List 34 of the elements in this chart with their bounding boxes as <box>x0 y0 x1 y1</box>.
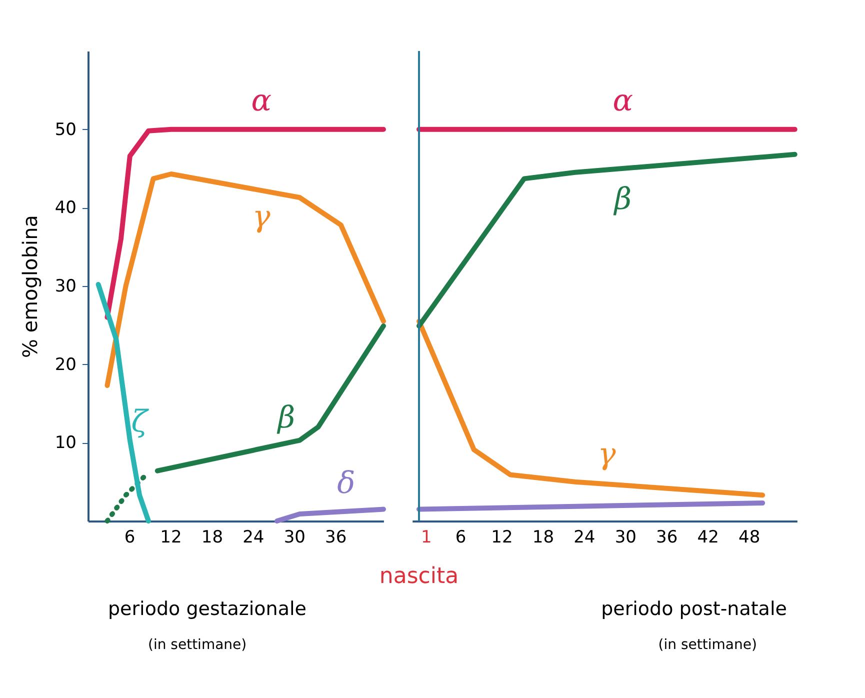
x-tick-label: 24 <box>574 528 596 548</box>
series-label: γ <box>598 436 616 472</box>
series-label: ζ <box>131 404 150 440</box>
series-label: β <box>276 400 296 436</box>
series-label: β <box>613 182 632 217</box>
x-tick-label: 6 <box>124 528 136 548</box>
x-tick-label: 30 <box>284 528 306 548</box>
series-label: α <box>612 83 634 118</box>
x-tick-label: 18 <box>532 528 554 548</box>
x-tick-label: 36 <box>656 528 678 548</box>
x-tick-label: 6 <box>455 528 466 548</box>
text: periodo gestazionale <box>108 598 306 620</box>
y-tick-label: 10 <box>54 433 76 454</box>
x-tick-label: 18 <box>201 528 224 548</box>
x-tick-label: 30 <box>614 528 636 548</box>
y-tick-label: 20 <box>54 354 76 375</box>
series-label: γ <box>252 200 270 235</box>
series-label: δ <box>337 466 356 502</box>
y-tick-label: 50 <box>54 120 76 140</box>
y-tick-label: 30 <box>54 276 76 296</box>
series-label: α <box>251 83 272 118</box>
x-tick-label: 48 <box>738 528 760 548</box>
x-tick-label: 12 <box>491 528 513 548</box>
ref-line-label: nascita <box>379 564 459 589</box>
y-tick-label: 40 <box>54 198 76 218</box>
text: (in settimane) <box>658 637 757 653</box>
x-tick-label: 12 <box>160 528 182 548</box>
x-tick-label: 1 <box>420 528 432 548</box>
x-tick-label: 24 <box>242 528 264 548</box>
y-axis-title: % emoglobina <box>18 214 42 358</box>
text: periodo post-natale <box>601 598 787 620</box>
x-tick-label: 36 <box>325 528 347 548</box>
x-tick-label: 42 <box>697 528 719 548</box>
text: (in settimane) <box>148 637 247 653</box>
